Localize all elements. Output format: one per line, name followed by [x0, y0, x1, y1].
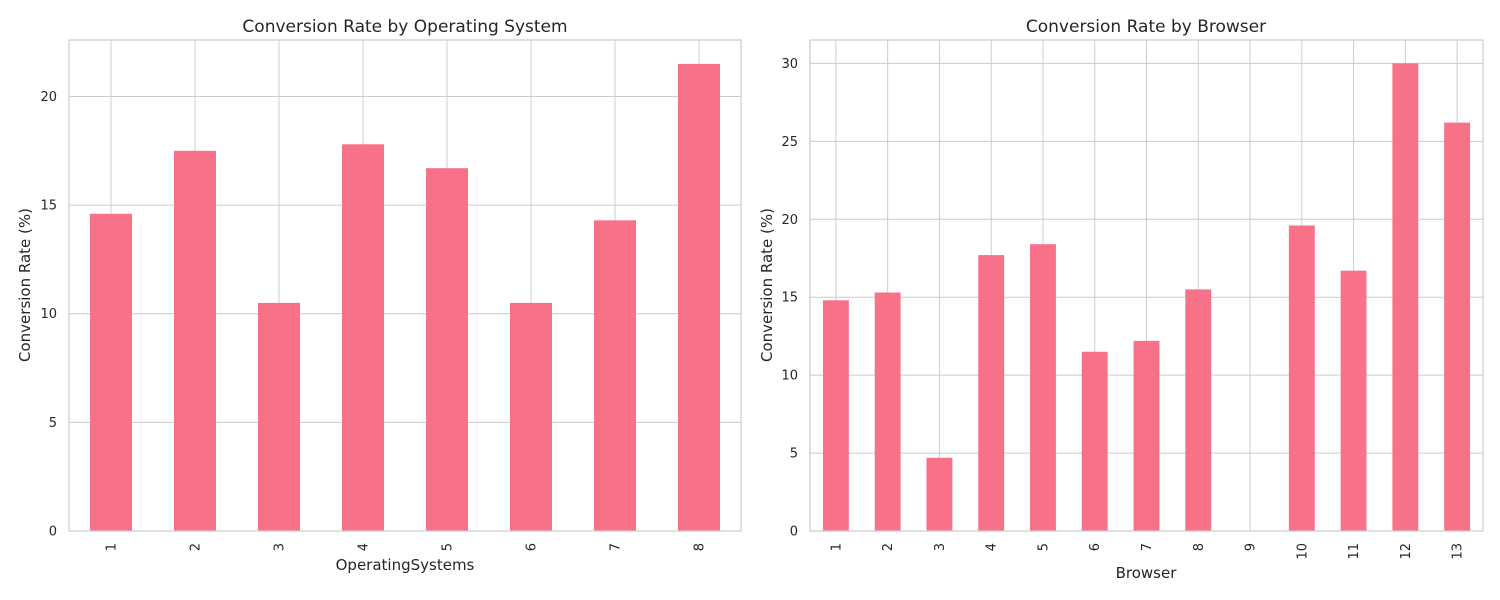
- bar-5: [1030, 244, 1056, 531]
- bar-5: [426, 168, 468, 532]
- y-tick-label: 25: [781, 135, 798, 150]
- bar-12: [1392, 63, 1419, 531]
- y-tick-label: 10: [781, 369, 798, 384]
- x-tick-label: 9: [1244, 543, 1259, 551]
- y-axis-label: Conversion Rate (%): [758, 208, 776, 362]
- x-tick-label: 12: [1399, 543, 1414, 560]
- x-tick-label: 10: [1295, 543, 1310, 560]
- x-tick-label: 7: [1140, 543, 1155, 551]
- bar-8: [1185, 289, 1212, 531]
- bar-10: [1288, 225, 1315, 531]
- x-tick-label: 6: [525, 543, 540, 551]
- tick-labels: 0 5 10 15 20 1 2 3 4 5 6 7 8: [40, 90, 707, 551]
- y-tick-label: 15: [40, 199, 57, 214]
- x-tick-label: 13: [1451, 543, 1466, 560]
- x-tick-label: 3: [933, 543, 948, 551]
- y-tick-label: 0: [49, 525, 57, 540]
- y-tick-label: 20: [781, 213, 798, 228]
- bar-7: [594, 220, 636, 532]
- plot-frame: [809, 39, 1484, 532]
- plot-frame: [68, 39, 742, 532]
- y-tick-label: 5: [49, 416, 57, 431]
- y-tick-label: 10: [40, 307, 57, 322]
- bar-6: [510, 302, 552, 531]
- x-tick-label: 7: [609, 543, 624, 551]
- bar-6: [1081, 351, 1108, 531]
- bars: [822, 63, 1471, 531]
- x-axis-label: OperatingSystems: [336, 556, 475, 574]
- x-tick-label: 1: [829, 543, 844, 551]
- x-axis-label: Browser: [1116, 564, 1178, 582]
- x-tick-label: 4: [357, 543, 372, 551]
- chart-title: Conversion Rate by Operating System: [242, 17, 567, 37]
- bar-4: [342, 144, 384, 531]
- y-axis-label: Conversion Rate (%): [16, 208, 34, 362]
- bar-7: [1133, 340, 1160, 531]
- y-tick-label: 30: [781, 57, 798, 72]
- bar-3: [258, 302, 300, 531]
- os-conversion-chart: Conversion Rate by Operating System Oper…: [16, 17, 742, 574]
- x-tick-label: 5: [1036, 543, 1051, 551]
- bars: [90, 63, 720, 532]
- x-tick-label: 5: [441, 543, 456, 551]
- chart-title: Conversion Rate by Browser: [1026, 17, 1266, 37]
- y-tick-label: 5: [790, 447, 798, 462]
- bar-1: [822, 300, 849, 531]
- y-tick-label: 15: [781, 291, 798, 306]
- y-tick-label: 0: [790, 525, 798, 540]
- x-tick-label: 8: [693, 543, 708, 551]
- x-tick-label: 4: [985, 543, 1000, 551]
- x-tick-label: 8: [1192, 543, 1207, 551]
- bar-2: [174, 150, 216, 531]
- bar-13: [1444, 122, 1471, 531]
- browser-conversion-chart: Conversion Rate by Browser Browser Conve…: [758, 17, 1484, 582]
- x-tick-label: 6: [1088, 543, 1103, 551]
- bar-3: [926, 457, 953, 531]
- bar-4: [978, 255, 1005, 531]
- bar-8: [678, 63, 720, 532]
- bar-2: [874, 292, 901, 531]
- x-tick-label: 2: [881, 543, 896, 551]
- x-tick-label: 1: [105, 543, 120, 551]
- x-tick-label: 2: [189, 543, 204, 551]
- y-tick-label: 20: [40, 90, 57, 105]
- x-tick-label: 3: [273, 543, 288, 551]
- x-tick-label: 11: [1347, 543, 1362, 560]
- gridlines: [69, 40, 741, 532]
- bar-11: [1340, 270, 1367, 531]
- bar-1: [90, 213, 132, 532]
